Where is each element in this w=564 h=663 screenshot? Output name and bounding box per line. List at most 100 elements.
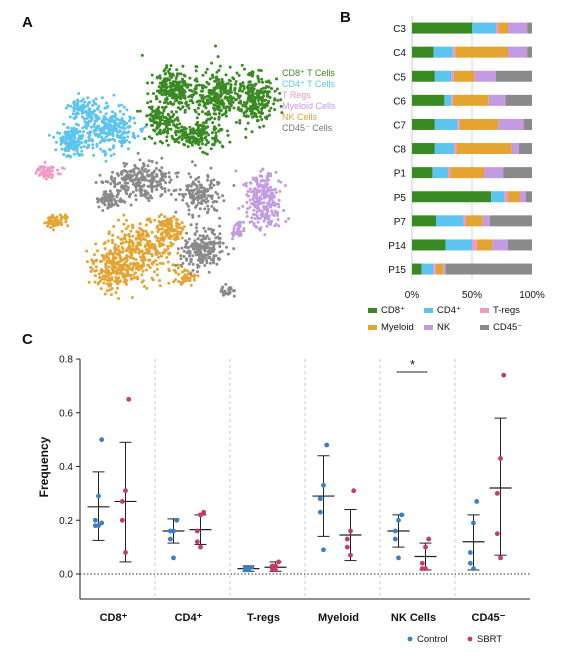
bar-segment: [503, 167, 532, 179]
tsne-cluster: [234, 167, 291, 237]
tsne-point: [127, 267, 131, 270]
bar-segment: [527, 46, 532, 58]
tsne-point: [201, 94, 205, 98]
tsne-point: [150, 187, 154, 191]
tsne-point: [126, 181, 130, 185]
tsne-point: [120, 132, 124, 136]
tsne-point: [135, 265, 139, 269]
tsne-point: [194, 205, 198, 209]
tsne-point: [160, 176, 164, 180]
tsne-point: [216, 55, 220, 59]
tsne-point: [153, 129, 157, 133]
significance-star: *: [410, 357, 415, 372]
tsne-point: [108, 196, 112, 200]
data-point: [498, 555, 503, 561]
tsne-point: [174, 210, 178, 214]
tsne-point: [198, 207, 202, 211]
tsne-point: [158, 124, 161, 128]
tsne-point: [190, 196, 194, 200]
tsne-point: [175, 175, 179, 179]
tsne-cluster: [95, 189, 127, 212]
tsne-cluster: [219, 282, 236, 298]
tsne-point: [196, 126, 200, 130]
tsne-point: [116, 286, 119, 290]
group-markers: [189, 509, 212, 550]
tsne-point: [186, 240, 189, 244]
tsne-point: [159, 194, 163, 198]
tsne-point: [105, 197, 109, 201]
tsne-point: [152, 170, 156, 174]
tsne-point: [202, 84, 206, 88]
tsne-point: [34, 171, 38, 175]
tsne-point: [97, 205, 101, 209]
tsne-point: [66, 132, 70, 136]
data-point: [348, 528, 353, 534]
tsne-point: [145, 196, 149, 200]
tsne-point: [190, 160, 194, 164]
tsne-point: [86, 121, 90, 125]
tsne-point: [196, 265, 200, 269]
tsne-point: [99, 110, 102, 114]
tsne-point: [191, 127, 195, 131]
tsne-point: [218, 224, 222, 228]
bar-segment: [472, 22, 496, 34]
tsne-point: [267, 99, 271, 103]
tsne-point: [128, 255, 132, 259]
tsne-point: [188, 129, 192, 132]
tsne-point: [200, 199, 204, 203]
tsne-point: [128, 238, 132, 242]
tsne-point: [220, 77, 224, 81]
data-point: [501, 372, 507, 378]
tsne-point: [196, 237, 200, 241]
tsne-point: [123, 181, 127, 185]
tsne-point: [242, 111, 246, 115]
tsne-cluster: [140, 53, 224, 125]
tsne-point: [163, 230, 167, 234]
bar-segment: [412, 143, 435, 155]
tsne-point: [258, 125, 262, 129]
tsne-legend-item: CD4⁺ T Cells: [282, 79, 335, 89]
tsne-plot: [34, 44, 291, 300]
tsne-point: [159, 170, 163, 174]
tsne-point: [166, 244, 170, 248]
tsne-point: [185, 104, 189, 108]
bar-segment: [434, 143, 454, 155]
tsne-point: [217, 78, 221, 81]
tsne-point: [96, 133, 100, 137]
tsne-point: [241, 204, 245, 208]
tsne-point: [246, 84, 250, 87]
tsne-point: [183, 108, 187, 112]
x-tick-label: 50%: [462, 290, 482, 301]
tsne-point: [224, 91, 228, 95]
bar-segment: [520, 191, 526, 203]
tsne-point: [183, 277, 187, 281]
bar-segment: [488, 94, 506, 106]
tsne-point: [94, 269, 98, 272]
tsne-point: [259, 226, 263, 230]
tsne-point: [190, 135, 194, 139]
tsne-point: [186, 269, 189, 273]
tsne-point: [109, 154, 113, 158]
tsne-point: [140, 53, 144, 57]
tsne-point: [205, 119, 208, 123]
tsne-point: [155, 161, 159, 165]
x-tick-label: 0%: [405, 290, 420, 301]
data-point: [99, 520, 105, 526]
tsne-point: [245, 214, 249, 218]
tsne-point: [262, 201, 266, 205]
tsne-point: [168, 67, 172, 71]
legend-swatch: [368, 325, 377, 330]
data-point: [419, 560, 425, 566]
tsne-point: [184, 101, 188, 105]
tsne-point: [201, 142, 204, 146]
tsne-point: [56, 168, 59, 172]
tsne-point: [204, 85, 208, 89]
tsne-point: [214, 134, 218, 138]
tsne-point: [103, 292, 107, 296]
tsne-point: [58, 172, 62, 176]
tsne-point: [269, 174, 273, 178]
tsne-point: [225, 129, 229, 133]
tsne-point: [109, 293, 113, 297]
tsne-point: [216, 241, 220, 245]
tsne-point: [204, 256, 208, 260]
